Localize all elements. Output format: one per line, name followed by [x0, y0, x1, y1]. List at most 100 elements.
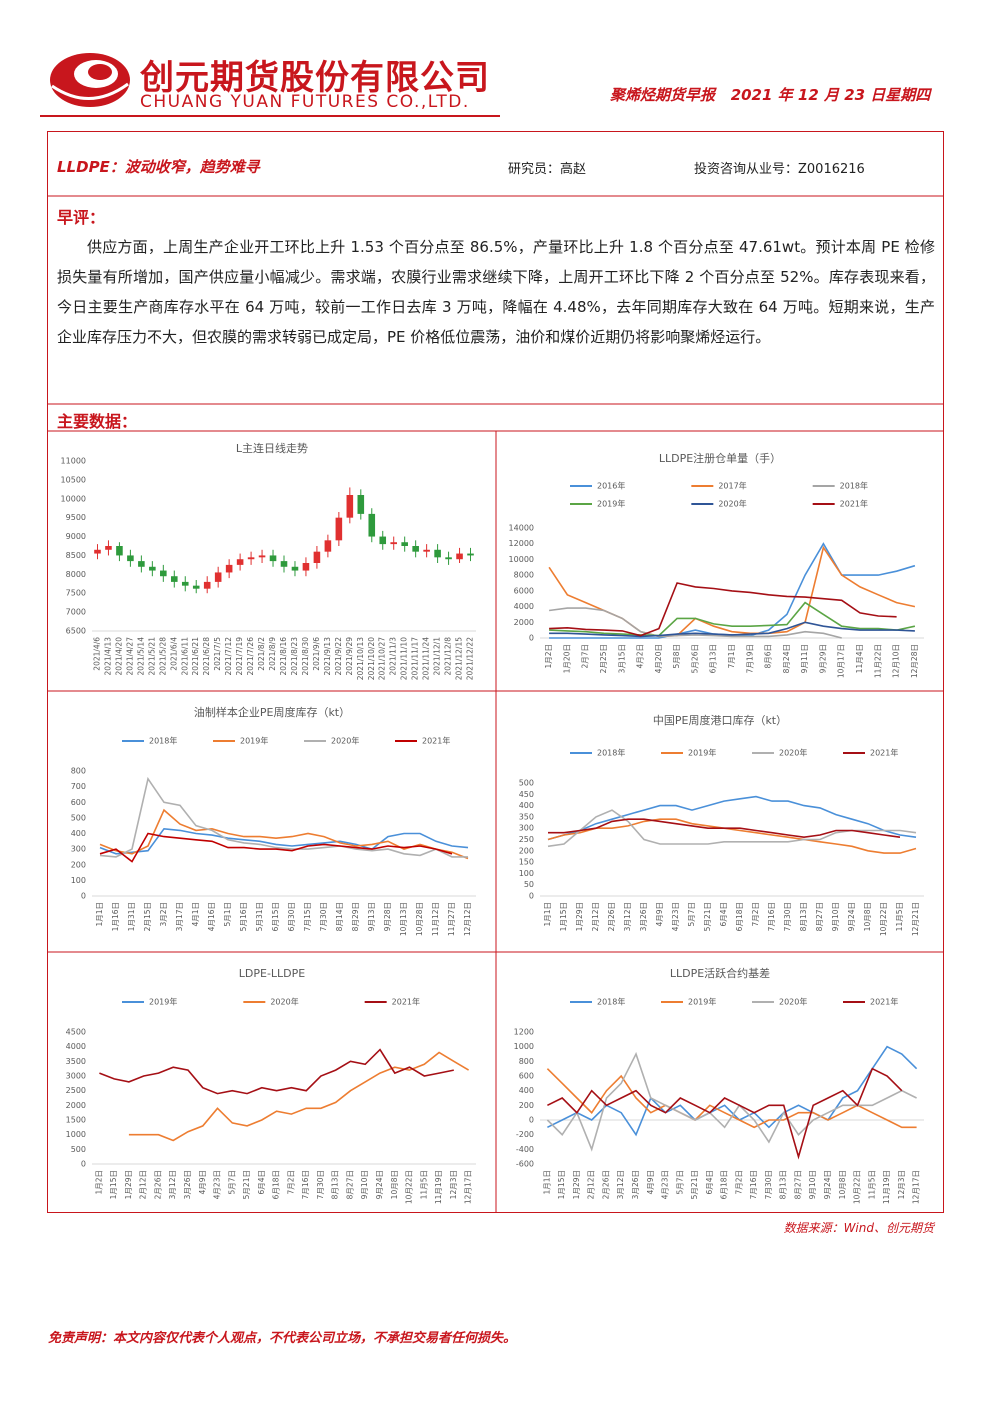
x-tick-label: 2月26日: [153, 1170, 162, 1199]
legend-label: 2019年: [149, 997, 177, 1007]
candle-body: [390, 542, 398, 545]
x-tick-label: 1月16日: [111, 902, 120, 931]
x-tick-label: 4月20日: [654, 644, 663, 673]
y-tick-label: 0: [529, 1116, 534, 1125]
legend-label: 2020年: [331, 736, 359, 746]
x-tick-label: 12月10日: [892, 644, 901, 678]
candle-body: [423, 549, 430, 552]
y-tick-label: 800: [71, 767, 86, 776]
x-tick-label: 2021/4/6: [92, 637, 101, 671]
x-tick-label: 2021/6/28: [202, 637, 211, 676]
x-tick-label: 2021/12/15: [455, 637, 464, 680]
x-tick-label: 5月8日: [672, 644, 681, 669]
x-tick-label: 2021/9/22: [334, 637, 343, 676]
x-tick-label: 5月21日: [242, 1170, 251, 1199]
report-header: 聚烯烃期货早报 2021 年 12 月 23 日星期四: [610, 84, 930, 105]
candle-body: [214, 572, 222, 582]
company-name-en: CHUANG YUAN FUTURES CO.,LTD.: [140, 92, 470, 112]
x-tick-label: 2021/10/27: [378, 637, 387, 680]
series-line: [99, 832, 453, 863]
report-name: 聚烯烃期货早报: [610, 86, 716, 104]
y-tick-label: 2000: [514, 618, 534, 627]
y-tick-label: 600: [519, 1072, 534, 1081]
x-tick-label: 1月15日: [109, 1170, 118, 1199]
x-tick-label: 2月7日: [581, 644, 590, 669]
x-tick-label: 9月13日: [367, 902, 376, 931]
x-tick-label: 6月30日: [287, 902, 296, 931]
x-tick-label: 2月26日: [601, 1170, 610, 1199]
x-tick-label: 3月12日: [616, 1170, 625, 1199]
legend-label: 2021年: [870, 748, 898, 758]
x-tick-label: 3月17日: [175, 902, 184, 931]
x-tick-label: 12月21日: [911, 902, 920, 936]
x-tick-label: 10月8日: [863, 902, 872, 931]
chart-title: LLDPE注册仓单量（手）: [659, 451, 781, 465]
x-tick-label: 1月31日: [127, 902, 136, 931]
chart-title: LLDPE活跃合约基差: [670, 966, 770, 980]
legend-label: 2021年: [392, 997, 420, 1007]
x-tick-label: 7月16日: [767, 902, 776, 931]
y-tick-label: 9500: [66, 513, 86, 522]
x-tick-label: 7月30日: [764, 1170, 773, 1199]
x-tick-label: 3月26日: [631, 1170, 640, 1199]
x-tick-label: 6月15日: [271, 902, 280, 931]
series-line: [547, 818, 917, 854]
y-tick-label: 450: [519, 790, 534, 799]
series-line: [547, 795, 917, 841]
y-tick-label: 100: [519, 869, 534, 878]
y-tick-label: -400: [516, 1145, 534, 1154]
y-tick-label: 300: [71, 845, 86, 854]
x-tick-label: 2021/12/1: [433, 637, 442, 676]
x-tick-label: 8月24日: [782, 644, 791, 673]
candle-body: [105, 546, 112, 550]
x-tick-label: 10月13日: [399, 902, 408, 936]
legend-label: 2018年: [840, 481, 868, 491]
x-tick-label: 2021/12/8: [444, 637, 453, 676]
legend-label: 2021年: [422, 736, 450, 746]
x-tick-label: 7月2日: [734, 1170, 743, 1195]
comment-body: 供应方面，上周生产企业开工环比上升 1.53 个百分点至 86.5%，产量环比上…: [57, 238, 935, 346]
x-tick-label: 2021/8/16: [279, 637, 288, 676]
candle-body: [401, 542, 408, 546]
x-tick-label: 8月14日: [335, 902, 344, 931]
candle-body: [357, 495, 365, 514]
y-tick-label: 6500: [66, 627, 86, 636]
series-line: [549, 582, 897, 637]
y-tick-label: 0: [81, 1160, 86, 1169]
x-tick-label: 2021/8/23: [290, 637, 299, 676]
x-tick-label: 2021/5/21: [147, 637, 156, 676]
y-tick-label: 0: [529, 892, 534, 901]
x-tick-label: 7月2日: [286, 1170, 295, 1195]
y-tick-label: 8000: [66, 570, 86, 579]
researcher: 研究员：高赵: [508, 162, 587, 177]
x-tick-label: 2月25日: [599, 644, 608, 673]
license: 投资咨询从业号：Z0016216: [694, 162, 865, 177]
x-tick-label: 1月2日: [94, 1170, 103, 1195]
candle-body: [149, 566, 156, 571]
x-tick-label: 1月1日: [95, 902, 104, 927]
x-tick-label: 9月24日: [375, 1170, 384, 1199]
x-tick-label: 2021/8/9: [268, 637, 277, 671]
x-tick-label: 7月30日: [316, 1170, 325, 1199]
x-tick-label: 7月15日: [303, 902, 312, 931]
x-tick-label: 2021/11/10: [400, 637, 409, 680]
x-tick-label: 2月12日: [139, 1170, 148, 1199]
x-tick-label: 5月7日: [675, 1170, 684, 1195]
x-tick-label: 9月11日: [800, 644, 809, 673]
legend-label: 2018年: [149, 736, 177, 746]
y-tick-label: 14000: [509, 524, 534, 533]
y-tick-label: 0: [81, 892, 86, 901]
x-tick-label: 7月30日: [319, 902, 328, 931]
x-tick-label: 6月18日: [272, 1170, 281, 1199]
data-source: 数据来源：Wind、创元期货: [783, 1221, 934, 1235]
y-tick-label: 250: [519, 835, 534, 844]
x-tick-label: 9月28日: [383, 902, 392, 931]
x-tick-label: 2021/4/20: [114, 637, 123, 676]
x-tick-label: 9月24日: [847, 902, 856, 931]
x-tick-label: 1月29日: [124, 1170, 133, 1199]
x-tick-label: 1月20日: [562, 644, 571, 673]
y-tick-label: 0: [529, 634, 534, 643]
y-tick-label: 200: [71, 860, 86, 869]
x-tick-label: 11月22日: [873, 644, 882, 678]
x-tick-label: 5月7日: [687, 902, 696, 927]
